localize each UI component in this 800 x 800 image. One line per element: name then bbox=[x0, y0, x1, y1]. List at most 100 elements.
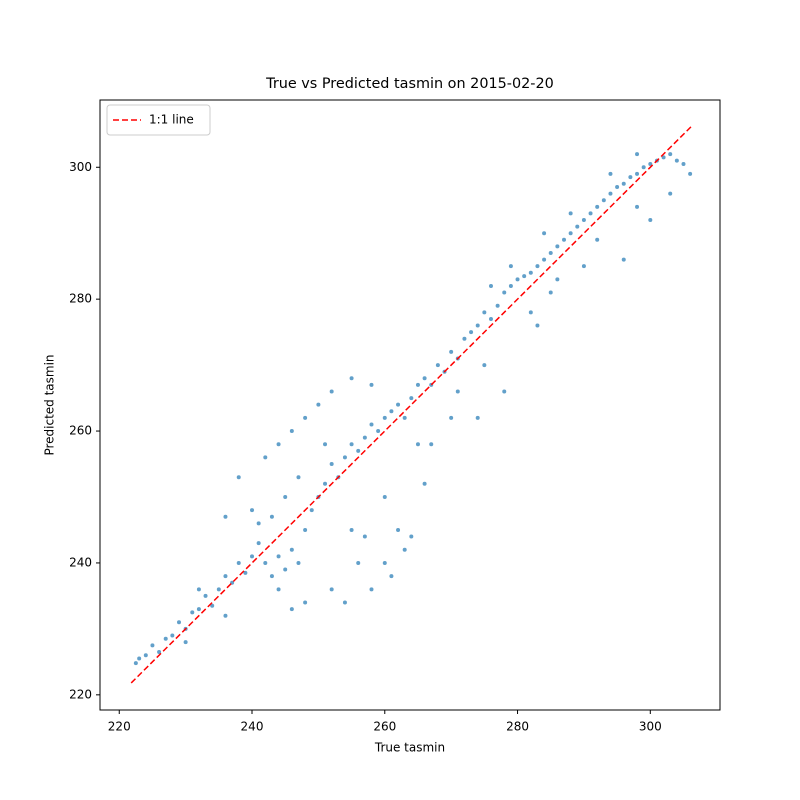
scatter-point bbox=[542, 257, 547, 262]
scatter-point bbox=[296, 560, 301, 565]
scatter-point bbox=[223, 574, 228, 579]
scatter-point bbox=[236, 475, 241, 480]
scatter-point bbox=[349, 442, 354, 447]
scatter-point bbox=[303, 415, 308, 420]
scatter-point bbox=[688, 171, 693, 176]
scatter-point bbox=[303, 527, 308, 532]
scatter-point bbox=[502, 290, 507, 295]
scatter-point bbox=[562, 237, 567, 242]
scatter-point bbox=[190, 610, 195, 615]
scatter-point bbox=[250, 554, 255, 559]
scatter-point bbox=[216, 587, 221, 592]
scatter-point bbox=[183, 640, 188, 645]
scatter-point bbox=[376, 429, 381, 434]
scatter-point bbox=[196, 587, 201, 592]
scatter-point bbox=[269, 514, 274, 519]
scatter-point bbox=[548, 290, 553, 295]
scatter-point bbox=[435, 363, 440, 368]
scatter-point bbox=[621, 181, 626, 186]
scatter-point bbox=[422, 376, 427, 381]
y-tick-label: 220 bbox=[69, 687, 92, 701]
x-tick-label: 300 bbox=[639, 720, 662, 734]
y-tick-label: 280 bbox=[69, 292, 92, 306]
scatter-point bbox=[449, 349, 454, 354]
scatter-point bbox=[548, 250, 553, 255]
scatter-point bbox=[635, 152, 640, 157]
scatter-point bbox=[601, 198, 606, 203]
scatter-point bbox=[522, 274, 527, 279]
scatter-point bbox=[342, 455, 347, 460]
scatter-point bbox=[382, 560, 387, 565]
scatter-point bbox=[196, 607, 201, 612]
scatter-point bbox=[289, 429, 294, 434]
scatter-point bbox=[535, 264, 540, 269]
scatter-point bbox=[415, 382, 420, 387]
scatter-point bbox=[575, 224, 580, 229]
scatter-point bbox=[276, 587, 281, 592]
scatter-point bbox=[422, 481, 427, 486]
scatter-point bbox=[495, 303, 500, 308]
scatter-point bbox=[402, 547, 407, 552]
scatter-point bbox=[409, 534, 414, 539]
scatter-point bbox=[581, 264, 586, 269]
scatter-point bbox=[615, 185, 620, 190]
scatter-point bbox=[223, 613, 228, 618]
scatter-point bbox=[263, 560, 268, 565]
y-tick-label: 300 bbox=[69, 160, 92, 174]
scatter-point bbox=[389, 409, 394, 414]
y-axis-label: Predicted tasmin bbox=[43, 354, 57, 455]
scatter-point bbox=[203, 593, 208, 598]
scatter-point bbox=[648, 218, 653, 223]
scatter-point bbox=[668, 152, 673, 157]
scatter-point bbox=[329, 389, 334, 394]
scatter-point bbox=[256, 541, 261, 546]
scatter-point bbox=[369, 422, 374, 427]
scatter-point bbox=[482, 363, 487, 368]
scatter-point bbox=[323, 481, 328, 486]
scatter-point bbox=[329, 587, 334, 592]
line bbox=[130, 125, 693, 684]
scatter-point bbox=[581, 218, 586, 223]
scatter-point bbox=[389, 574, 394, 579]
scatter-point bbox=[608, 171, 613, 176]
scatter-point bbox=[329, 462, 334, 467]
chart-title: True vs Predicted tasmin on 2015-02-20 bbox=[265, 76, 554, 92]
scatter-point bbox=[528, 270, 533, 275]
scatter-point bbox=[143, 653, 148, 658]
scatter-point bbox=[263, 455, 268, 460]
scatter-point bbox=[568, 211, 573, 216]
scatter-point bbox=[236, 560, 241, 565]
scatter-point bbox=[555, 244, 560, 249]
scatter-point bbox=[508, 264, 513, 269]
scatter-point bbox=[595, 237, 600, 242]
y-tick-label: 260 bbox=[69, 424, 92, 438]
scatter-point bbox=[621, 257, 626, 262]
scatter-point bbox=[469, 330, 474, 335]
scatter-point bbox=[356, 448, 361, 453]
scatter-point bbox=[429, 442, 434, 447]
scatter-point bbox=[150, 643, 155, 648]
x-axis-label: True tasmin bbox=[374, 741, 445, 755]
scatter-point bbox=[555, 277, 560, 282]
scatter-point bbox=[283, 494, 288, 499]
scatter-point bbox=[455, 389, 460, 394]
scatter-point bbox=[415, 442, 420, 447]
scatter-point bbox=[482, 310, 487, 315]
scatter-point bbox=[223, 514, 228, 519]
scatter-point bbox=[528, 310, 533, 315]
scatter-point bbox=[402, 415, 407, 420]
scatter-point bbox=[396, 402, 401, 407]
scatter-point bbox=[342, 600, 347, 605]
scatter-point bbox=[170, 633, 175, 638]
scatter-point bbox=[163, 636, 168, 641]
scatter-point bbox=[568, 231, 573, 236]
scatter-point bbox=[296, 475, 301, 480]
scatter-point bbox=[362, 435, 367, 440]
scatter-point bbox=[409, 396, 414, 401]
scatter-point bbox=[157, 649, 162, 654]
scatter-point bbox=[309, 508, 314, 513]
legend-box bbox=[106, 104, 211, 136]
scatter-point bbox=[635, 171, 640, 176]
